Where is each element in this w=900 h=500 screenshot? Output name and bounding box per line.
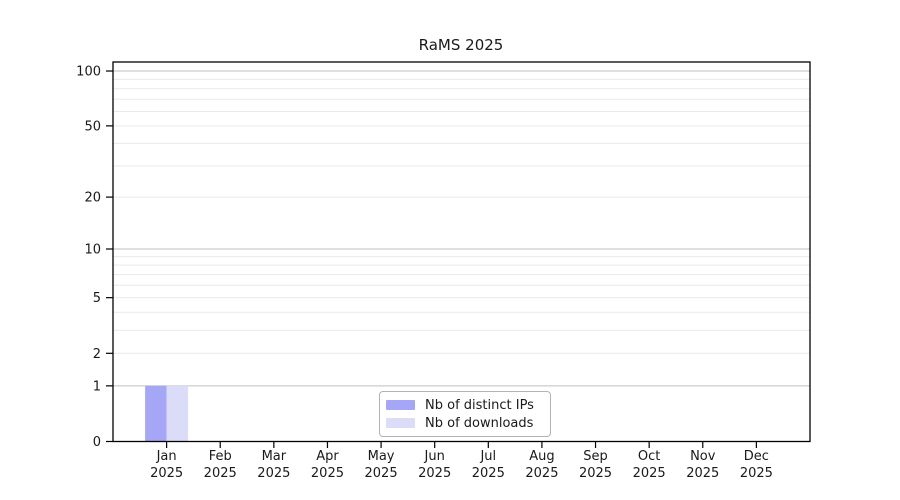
y-tick-label: 1 <box>93 379 101 394</box>
x-tick-label-year: 2025 <box>633 466 666 481</box>
bar-jan-series0 <box>145 385 167 442</box>
x-tick-label-month: Feb <box>209 449 232 464</box>
x-tick-label-year: 2025 <box>579 466 612 481</box>
chart-title: RaMS 2025 <box>418 36 504 54</box>
x-tick-label-month: Apr <box>316 449 339 464</box>
x-tick-label-year: 2025 <box>257 466 290 481</box>
x-tick-label-year: 2025 <box>418 466 451 481</box>
x-tick-label-month: Jun <box>424 449 445 464</box>
x-tick-label-month: Nov <box>690 449 716 464</box>
x-tick-label-month: Dec <box>744 449 769 464</box>
x-tick-label-year: 2025 <box>525 466 558 481</box>
legend-swatch-downloads-icon <box>386 418 415 428</box>
y-tick-label: 50 <box>84 119 101 134</box>
x-tick-label-month: Mar <box>262 449 287 464</box>
x-tick-label-month: Jan <box>156 449 177 464</box>
x-tick-label-year: 2025 <box>365 466 398 481</box>
bar-jan-series1 <box>166 385 189 442</box>
x-tick-label-month: May <box>368 449 395 464</box>
x-tick-label-month: Jul <box>479 449 496 464</box>
axes-frame <box>112 61 811 443</box>
legend-item-downloads: Nb of downloads <box>386 414 542 432</box>
x-tick-label-month: Sep <box>583 449 608 464</box>
x-tick-label-month: Oct <box>638 449 660 464</box>
legend-label-downloads: Nb of downloads <box>425 415 534 431</box>
x-tick-label-year: 2025 <box>311 466 344 481</box>
y-tick-label: 10 <box>84 243 101 258</box>
legend-item-distinct-ips: Nb of distinct IPs <box>386 396 542 414</box>
x-tick-label-month: Aug <box>529 449 554 464</box>
x-tick-label-year: 2025 <box>686 466 719 481</box>
legend: Nb of distinct IPs Nb of downloads <box>379 391 551 437</box>
x-tick-label-year: 2025 <box>204 466 237 481</box>
y-tick-label: 0 <box>93 435 101 450</box>
y-tick-label: 100 <box>76 65 101 80</box>
y-tick-label: 20 <box>84 191 101 206</box>
legend-swatch-distinct-ips-icon <box>386 400 415 410</box>
legend-label-distinct-ips: Nb of distinct IPs <box>425 397 534 413</box>
y-tick-label: 5 <box>93 291 101 306</box>
x-tick-label-year: 2025 <box>150 466 183 481</box>
y-tick-label: 2 <box>93 347 101 362</box>
x-tick-label-year: 2025 <box>740 466 773 481</box>
x-tick-label-year: 2025 <box>472 466 505 481</box>
